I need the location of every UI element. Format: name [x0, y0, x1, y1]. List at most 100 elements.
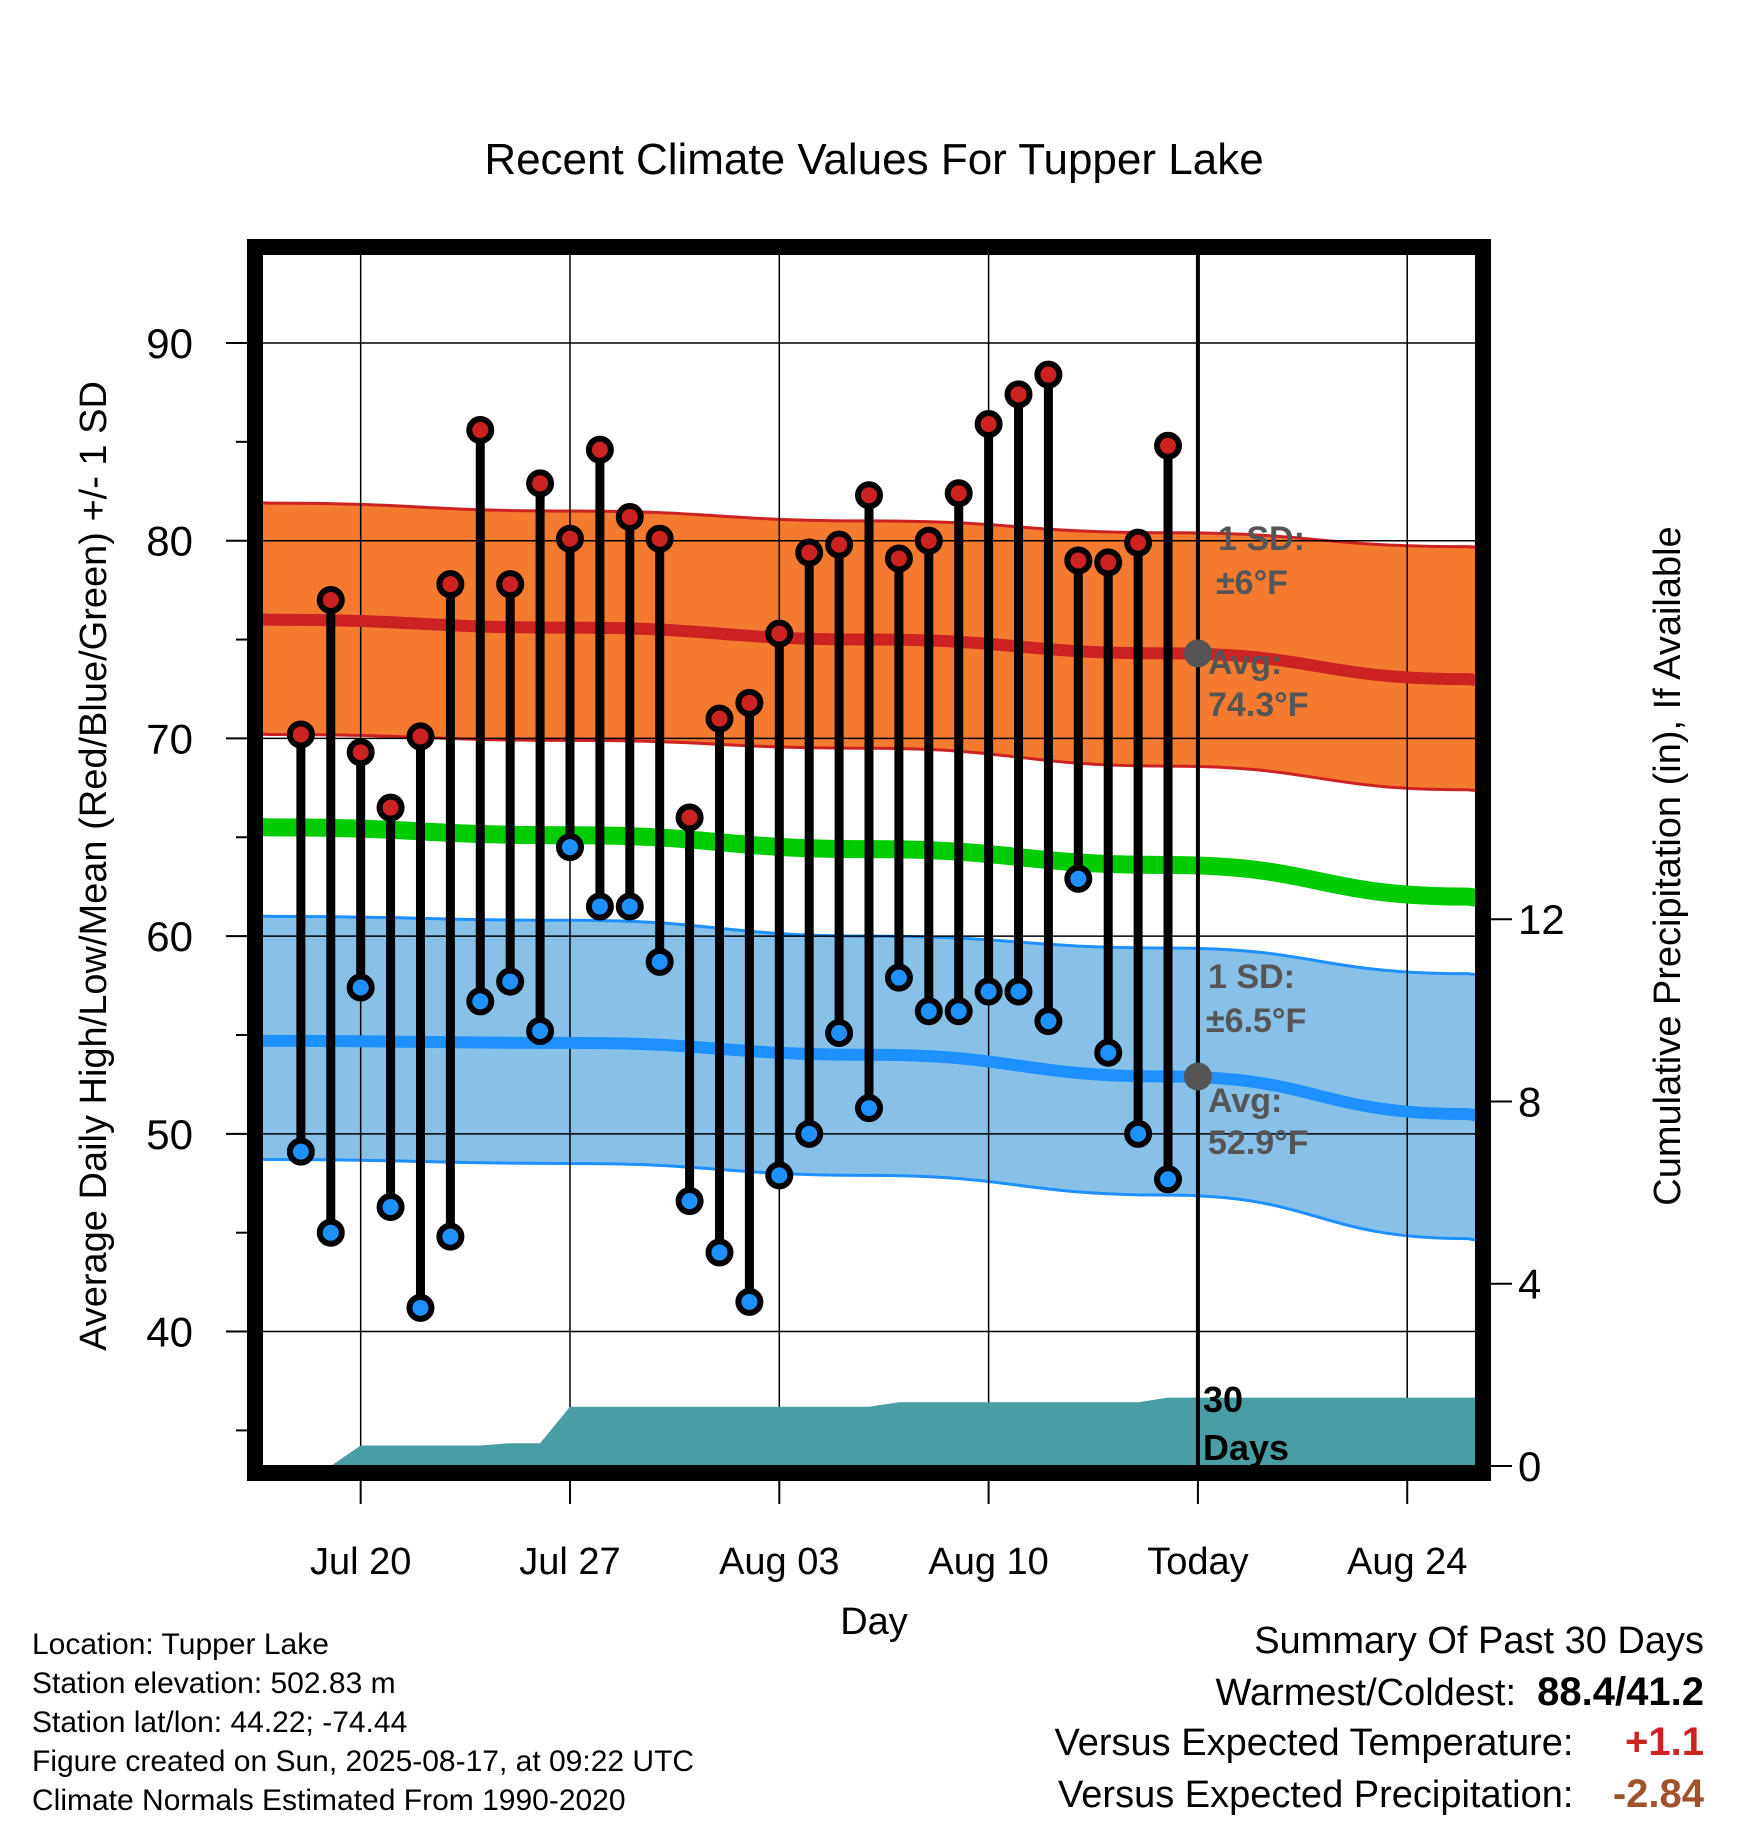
low-point-day-1 — [286, 1137, 315, 1166]
high-sd-value: ±6°F — [1216, 564, 1288, 602]
y2-tick-label-4: 4 — [1518, 1261, 1541, 1308]
high-point-day-27 — [1064, 546, 1093, 575]
low-point-day-12 — [615, 892, 644, 921]
summary-temp: Versus Expected Temperature: +1.1 — [1055, 1720, 1704, 1765]
y-tick-label-90: 90 — [146, 320, 193, 367]
low-point-day-6 — [436, 1222, 465, 1251]
days-label-text: Days — [1203, 1427, 1289, 1468]
footer-latlon: Station lat/lon: 44.22; -74.44 — [32, 1706, 408, 1739]
low-point-day-17 — [765, 1161, 794, 1190]
high-point-day-23 — [944, 479, 973, 508]
high-point-day-10 — [555, 524, 584, 553]
plot-frame — [247, 239, 1491, 1481]
high-avg-value: 74.3°F — [1208, 686, 1309, 724]
high-point-day-16 — [735, 688, 764, 717]
low-avg-value: 52.9°F — [1208, 1124, 1309, 1162]
x-tick-label-10: Jul 27 — [519, 1541, 620, 1583]
temp-value: +1.1 — [1625, 1720, 1704, 1764]
y-tick-label-60: 60 — [146, 913, 193, 960]
y2-tick-label-0: 0 — [1518, 1443, 1541, 1490]
low-point-day-5 — [406, 1293, 435, 1322]
daily-points — [286, 360, 1183, 1322]
low-point-day-18 — [795, 1119, 824, 1148]
x-tick-label-24: Aug 10 — [928, 1541, 1048, 1583]
high-point-day-25 — [1004, 380, 1033, 409]
low-point-day-26 — [1034, 1007, 1063, 1036]
low-point-day-16 — [735, 1287, 764, 1316]
low-point-day-25 — [1004, 977, 1033, 1006]
high-point-day-14 — [675, 803, 704, 832]
x-tick-label-31: Today — [1147, 1541, 1248, 1583]
low-point-day-10 — [555, 833, 584, 862]
y-tick-label-70: 70 — [146, 715, 193, 762]
y-tick-label-50: 50 — [146, 1111, 193, 1158]
high-point-day-8 — [496, 570, 525, 599]
high-point-day-7 — [466, 415, 495, 444]
precip-cumulative-area — [262, 1397, 1476, 1466]
low-avg-label: Avg: — [1208, 1082, 1282, 1120]
temp-label: Versus Expected Temperature: — [1054, 1722, 1574, 1764]
x-tick-label-38: Aug 24 — [1347, 1541, 1467, 1583]
low-point-day-7 — [466, 987, 495, 1016]
low-point-day-15 — [705, 1238, 734, 1267]
high-point-day-30 — [1154, 431, 1183, 460]
high-point-day-22 — [914, 526, 943, 555]
low-point-day-20 — [855, 1094, 883, 1123]
summary-warm-cold: Warmest/Coldest: 88.4/41.2 — [1215, 1670, 1704, 1715]
annotations: 1 SD: ±6°F Avg: 74.3°F 1 SD: ±6.5°F Avg: 52.9°F… — [1183, 520, 1309, 1468]
high-point-day-11 — [585, 435, 614, 464]
low-point-day-11 — [585, 892, 614, 921]
y2-tick-label-8: 8 — [1518, 1078, 1541, 1125]
low-point-day-9 — [526, 1017, 555, 1046]
warm-cold-value: 88.4/41.2 — [1537, 1670, 1704, 1714]
low-point-day-29 — [1124, 1119, 1153, 1148]
low-point-day-3 — [346, 973, 375, 1002]
footer-created: Figure created on Sun, 2025-08-17, at 09… — [32, 1745, 695, 1778]
high-point-day-3 — [346, 738, 375, 767]
days-label-number: 30 — [1203, 1379, 1243, 1420]
high-point-day-13 — [645, 524, 674, 553]
low-point-day-19 — [825, 1019, 854, 1048]
y-tick-label-80: 80 — [146, 518, 193, 565]
high-point-day-29 — [1124, 528, 1153, 557]
high-point-day-26 — [1034, 360, 1063, 389]
footer-location: Location: Tupper Lake — [32, 1628, 329, 1661]
y2-tick-label-12: 12 — [1518, 896, 1565, 943]
low-point-day-28 — [1094, 1038, 1123, 1067]
high-point-day-18 — [795, 538, 824, 567]
high-point-day-2 — [316, 586, 345, 615]
low-point-day-23 — [944, 997, 973, 1026]
high-point-day-1 — [286, 720, 315, 749]
high-point-day-9 — [526, 469, 555, 498]
high-point-day-28 — [1094, 548, 1123, 577]
summary-precip: Versus Expected Precipitation: -2.84 — [1058, 1772, 1704, 1817]
chart-title: Recent Climate Values For Tupper Lake — [484, 135, 1263, 184]
low-point-day-27 — [1064, 864, 1093, 893]
x-tick-label-3: Jul 20 — [310, 1541, 411, 1583]
low-sd-value: ±6.5°F — [1206, 1002, 1306, 1040]
low-sd-band-lower-edge — [261, 1157, 1477, 1242]
high-point-day-17 — [765, 619, 794, 648]
low-point-day-21 — [884, 963, 913, 992]
precip-value: -2.84 — [1612, 1772, 1704, 1816]
high-sd-label: 1 SD: — [1218, 520, 1305, 558]
low-point-day-22 — [914, 997, 943, 1026]
y2-axis-label: Cumulative Precipitation (in), If Availa… — [1647, 526, 1689, 1205]
low-point-day-8 — [496, 967, 525, 996]
today-high-avg-marker — [1183, 639, 1212, 668]
y-axis-label: Average Daily High/Low/Mean (Red/Blue/Gr… — [73, 381, 115, 1351]
high-point-day-4 — [376, 793, 405, 822]
low-point-day-2 — [316, 1218, 345, 1247]
warm-cold-label: Warmest/Coldest: — [1215, 1672, 1517, 1714]
high-point-day-15 — [705, 704, 734, 733]
x-tick-label-17: Aug 03 — [719, 1541, 839, 1583]
footer-elevation: Station elevation: 502.83 m — [32, 1667, 396, 1700]
precipitation-area — [262, 1397, 1476, 1466]
summary-title: Summary Of Past 30 Days — [1254, 1620, 1704, 1662]
x-axis-label: Day — [840, 1601, 908, 1643]
low-point-day-24 — [974, 977, 1003, 1006]
plot-border — [247, 239, 1491, 1481]
y-tick-label-40: 40 — [146, 1309, 193, 1356]
high-avg-label: Avg: — [1208, 644, 1282, 682]
